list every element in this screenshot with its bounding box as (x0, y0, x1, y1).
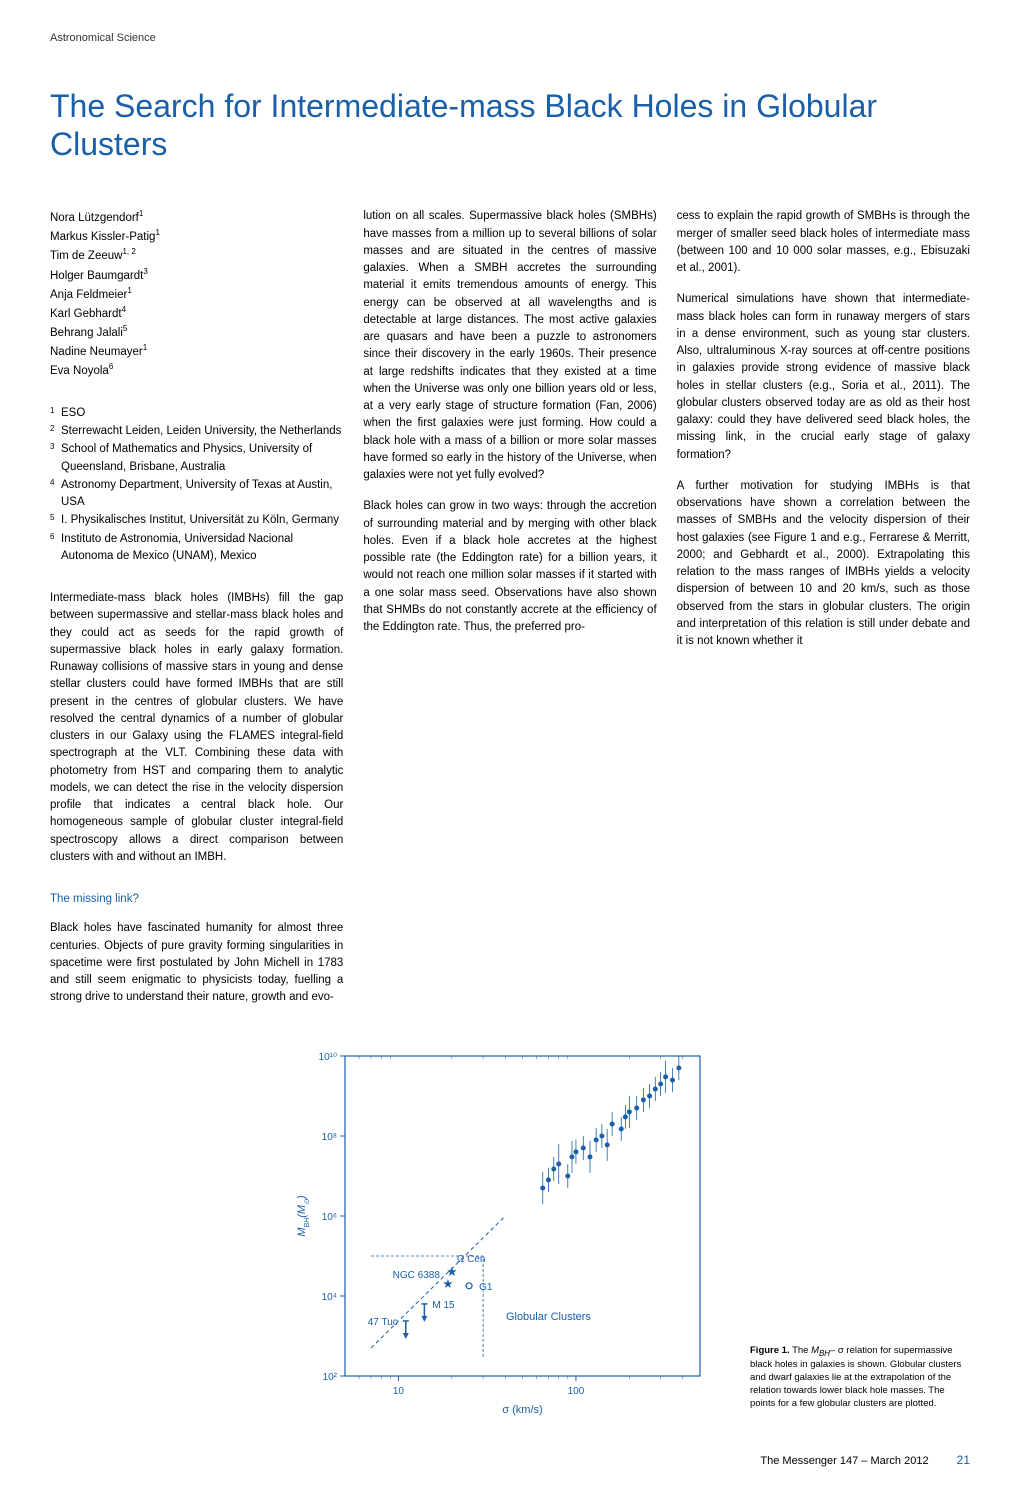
svg-text:M 15: M 15 (432, 1300, 455, 1311)
svg-text:10⁶: 10⁶ (322, 1212, 337, 1223)
svg-text:Globular Clusters: Globular Clusters (506, 1311, 591, 1323)
author-line: Markus Kissler-Patig1 (50, 227, 343, 246)
scatter-chart-svg: 10 100 10² 10⁴ 10⁶ 10⁸ 10¹⁰ σ (km/s) MBH(M⊙) Glob… (290, 1041, 710, 1421)
svg-text:10: 10 (393, 1386, 405, 1397)
svg-text:σ (km/s): σ (km/s) (502, 1404, 542, 1416)
column-1: Nora Lützgendorf1Markus Kissler-Patig1Ti… (50, 208, 343, 1020)
svg-text:G1: G1 (479, 1282, 493, 1293)
section-header: Astronomical Science (50, 30, 970, 47)
figure-1-caption: Figure 1. The MBH– σ relation for superm… (750, 1345, 970, 1421)
main-columns: Nora Lützgendorf1Markus Kissler-Patig1Ti… (50, 208, 970, 1020)
author-line: Anja Feldmeier1 (50, 285, 343, 304)
author-list: Nora Lützgendorf1Markus Kissler-Patig1Ti… (50, 208, 343, 380)
missing-link-body: Black holes have fascinated humanity for… (50, 920, 343, 1006)
affiliation-item: 6Instituto de Astronomia, Universidad Na… (50, 531, 343, 566)
abstract-text: Intermediate-mass black holes (IMBHs) fi… (50, 590, 343, 866)
author-line: Nadine Neumayer1 (50, 342, 343, 361)
col3-p3: A further motivation for studying IMBHs … (677, 478, 970, 651)
affiliation-item: 5I. Physikalisches Institut, Universität… (50, 512, 343, 529)
author-line: Holger Baumgardt3 (50, 266, 343, 285)
col2-p1: lution on all scales. Supermassive black… (363, 208, 656, 484)
author-line: Tim de Zeeuw1, 2 (50, 246, 343, 265)
col3-p1: cess to explain the rapid growth of SMBH… (677, 208, 970, 277)
svg-text:10¹⁰: 10¹⁰ (319, 1052, 337, 1063)
svg-text:100: 100 (568, 1386, 585, 1397)
figure-row: 10 100 10² 10⁴ 10⁶ 10⁸ 10¹⁰ σ (km/s) MBH(M⊙) Glob… (50, 1041, 970, 1421)
author-line: Behrang Jalali5 (50, 323, 343, 342)
article-title: The Search for Intermediate-mass Black H… (50, 87, 970, 164)
svg-text:Ω Cen: Ω Cen (457, 1254, 486, 1265)
svg-text:10⁴: 10⁴ (322, 1292, 337, 1303)
col2-p2: Black holes can grow in two ways: throug… (363, 498, 656, 636)
column-2: lution on all scales. Supermassive black… (363, 208, 656, 1020)
svg-text:NGC 6388: NGC 6388 (393, 1270, 441, 1281)
column-3: cess to explain the rapid growth of SMBH… (677, 208, 970, 1020)
col3-p2: Numerical simulations have shown that in… (677, 291, 970, 464)
affiliation-list: 1ESO2Sterrewacht Leiden, Leiden Universi… (50, 405, 343, 565)
footer-journal: The Messenger 147 – March 2012 (760, 1455, 928, 1467)
svg-text:10⁸: 10⁸ (322, 1132, 337, 1143)
missing-link-p1: Black holes have fascinated humanity for… (50, 920, 343, 1006)
author-line: Karl Gebhardt4 (50, 304, 343, 323)
affiliation-item: 4Astronomy Department, University of Tex… (50, 477, 343, 512)
svg-text:MBH(M⊙): MBH(M⊙) (296, 1195, 311, 1237)
page-footer: The Messenger 147 – March 2012 21 (50, 1451, 970, 1470)
caption-label: Figure 1. (750, 1345, 790, 1356)
figure-1-chart: 10 100 10² 10⁴ 10⁶ 10⁸ 10¹⁰ σ (km/s) MBH(M⊙) Glob… (290, 1041, 730, 1421)
author-line: Eva Noyola6 (50, 361, 343, 380)
affiliation-item: 3School of Mathematics and Physics, Univ… (50, 441, 343, 476)
affiliation-item: 2Sterrewacht Leiden, Leiden University, … (50, 423, 343, 440)
author-line: Nora Lützgendorf1 (50, 208, 343, 227)
affiliation-item: 1ESO (50, 405, 343, 422)
section-heading-missing-link: The missing link? (50, 891, 343, 908)
svg-text:10²: 10² (323, 1372, 338, 1383)
abstract: Intermediate-mass black holes (IMBHs) fi… (50, 590, 343, 866)
footer-page-number: 21 (957, 1453, 970, 1467)
svg-text:47 Tuc: 47 Tuc (368, 1317, 398, 1328)
